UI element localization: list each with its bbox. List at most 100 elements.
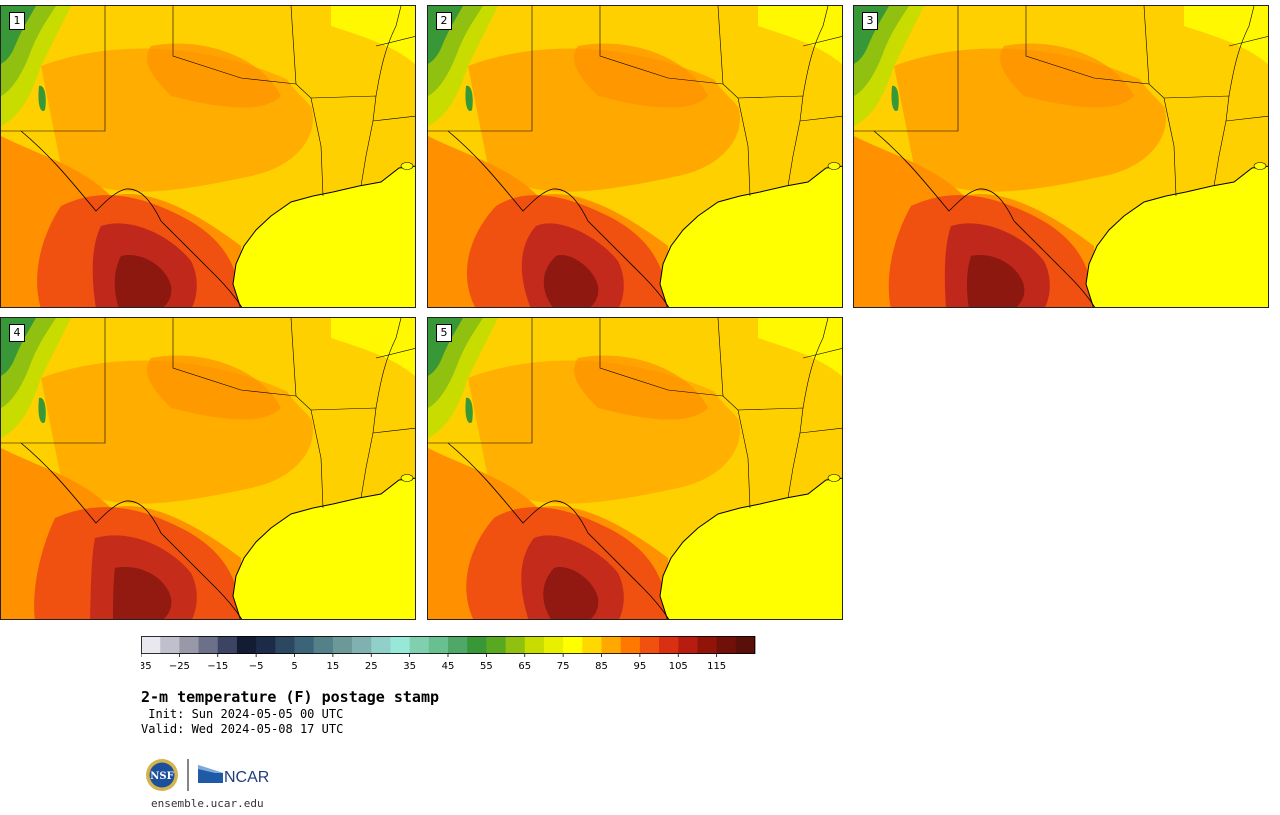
colorbar-tick-label: 35 [403,661,416,672]
state-line [799,427,842,434]
map-panel-4: 4 [0,317,416,620]
colorbar-swatch [352,636,372,654]
state-line [375,318,402,409]
colorbar-swatch [409,636,430,654]
warm-region [147,43,281,108]
state-line [1228,6,1255,97]
gulf-water [660,478,842,619]
temperature-map [1,6,415,307]
extreme-hot-region [113,567,172,619]
valid-time: Valid: Wed 2024-05-08 17 UTC [141,722,344,736]
panel-number: 2 [436,12,452,30]
coastline [659,165,842,307]
colorbar-swatch [294,636,315,654]
coastline [232,165,415,307]
lake [1253,162,1267,170]
temperature-map [428,6,842,307]
mild-region [758,6,842,65]
colorbar-swatch [467,636,487,654]
colorbar-swatch [198,636,219,654]
state-line [802,6,829,97]
state-line [1,6,106,132]
state-line [372,427,415,434]
colorbar-tick-label: −35 [141,661,152,672]
map-panel-2: 2 [427,5,843,308]
colorbar-tick-label: −15 [207,661,228,672]
gulf-water [233,478,415,619]
colorbar-swatch [735,636,756,654]
state-line [290,318,297,397]
colorbar-swatch [332,636,353,654]
border-line [20,130,243,307]
colorbar-swatch [697,636,718,654]
colorbar-swatch [620,636,641,654]
state-line [802,36,842,47]
gulf-water [1086,166,1268,307]
extreme-hot-region [543,255,599,307]
colorbar-swatch [275,636,295,654]
border-line [447,130,670,307]
map-panel-3: 3 [853,5,1269,308]
colorbar-tick-label: 95 [634,661,647,672]
nsf-logo-text: NSF [150,771,173,782]
panel-number: 4 [9,324,25,342]
temperature-map [854,6,1268,307]
mild-region [331,6,415,65]
colorbar-swatch [313,636,334,654]
colorbar-swatch [160,636,180,654]
colorbar-tick-label: −25 [169,661,190,672]
colorbar-swatch [428,636,449,654]
warm-region [147,355,281,420]
state-line [799,115,842,122]
gulf-water [233,166,415,307]
colorbar-swatch [486,636,506,654]
colorbar: −35 −25 −15 −5 5 15 25 35 45 55 65 75 85 95 105 115 [141,636,756,672]
state-line [428,318,533,444]
colorbar-swatch [390,636,411,654]
state-line [1143,6,1150,85]
colorbar-swatch [639,636,660,654]
colorbar-swatch [716,636,737,654]
colorbar-tick-label: 115 [707,661,726,672]
lake [400,474,414,482]
colorbar-tick-label: 25 [365,661,378,672]
temperature-map [1,318,415,619]
colorbar-tick-label: 5 [291,661,297,672]
colorbar-swatch [524,636,545,654]
state-line [854,6,959,132]
ncar-logo: NCAR [198,765,269,786]
gulf-water [660,166,842,307]
colorbar-swatch [505,636,526,654]
state-line [375,6,402,97]
colorbar-swatch [582,636,602,654]
state-line [290,6,297,85]
mild-region [1184,6,1268,65]
extreme-hot-region [543,567,599,619]
border-line [20,442,243,619]
colorbar-swatch [659,636,679,654]
ncar-logo-text: NCAR [224,769,269,786]
colorbar-swatch [448,636,468,654]
colorbar-tick-label: 105 [669,661,688,672]
state-line [717,6,724,85]
warm-region [1000,43,1134,108]
cool-region [38,397,46,423]
coastline [1085,165,1268,307]
colorbar-tick-label: 55 [480,661,493,672]
mild-region [331,318,415,377]
temperature-map [428,318,842,619]
colorbar-swatch [371,636,391,654]
state-line [372,115,415,122]
colorbar-tick-label: 15 [327,661,340,672]
nsf-logo: NSF [146,759,178,791]
state-line [375,36,415,47]
state-line [802,348,842,359]
colorbar-tick-label: −5 [249,661,264,672]
state-line [717,318,724,397]
cool-region [465,397,473,423]
footer-url: ensemble.ucar.edu [151,797,264,810]
cool-region [465,85,473,111]
colorbar-swatch [179,636,199,654]
state-line [802,318,829,409]
state-line [375,348,415,359]
